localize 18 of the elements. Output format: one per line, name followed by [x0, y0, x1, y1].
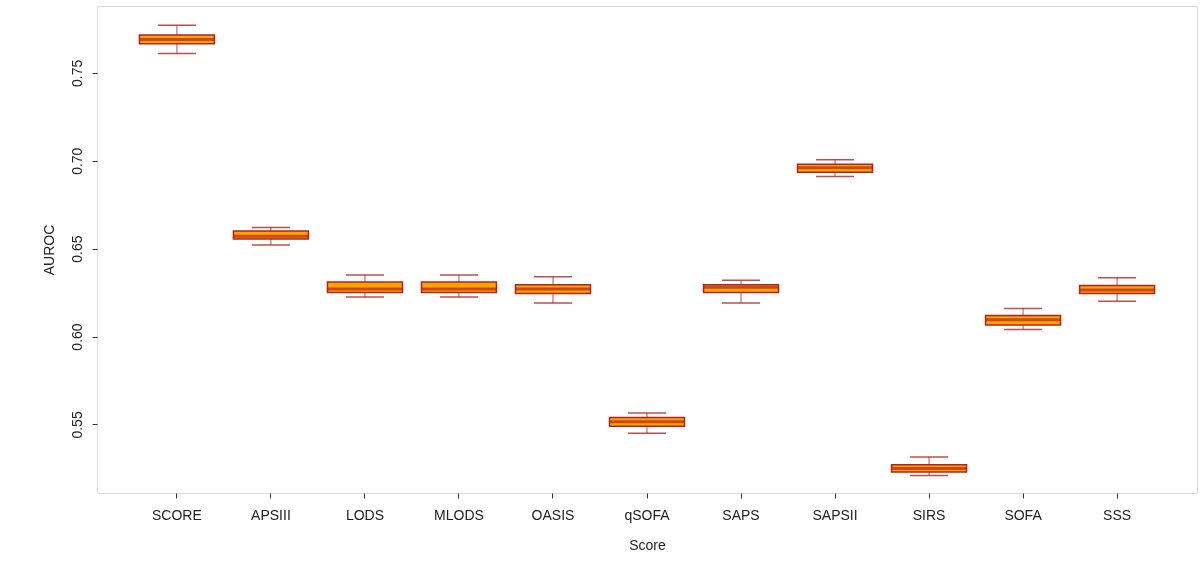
x-tick-label: OASIS — [531, 506, 575, 523]
x-tick-label: SIRS — [912, 506, 946, 523]
x-tick-label: SAPS — [722, 506, 760, 523]
x-tick-label: SOFA — [1004, 506, 1043, 523]
x-axis-title: Score — [629, 536, 666, 553]
x-tick-label: qSOFA — [624, 506, 671, 523]
y-tick-label: 0.55 — [68, 411, 85, 439]
y-tick-label: 0.70 — [68, 147, 85, 175]
x-tick-label: LODS — [345, 506, 385, 523]
x-tick-label: MLODS — [434, 506, 484, 523]
y-tick-label: 0.60 — [68, 323, 85, 351]
x-tick-label: SAPSII — [812, 506, 858, 523]
x-tick-label: SSS — [1103, 506, 1132, 523]
y-tick-label: 0.65 — [68, 235, 85, 263]
x-tick-label: SCORE — [152, 506, 202, 523]
y-tick-label: 0.75 — [68, 59, 85, 87]
x-tick-label: APSIII — [251, 506, 291, 523]
y-axis-title: AUROC — [40, 224, 57, 276]
